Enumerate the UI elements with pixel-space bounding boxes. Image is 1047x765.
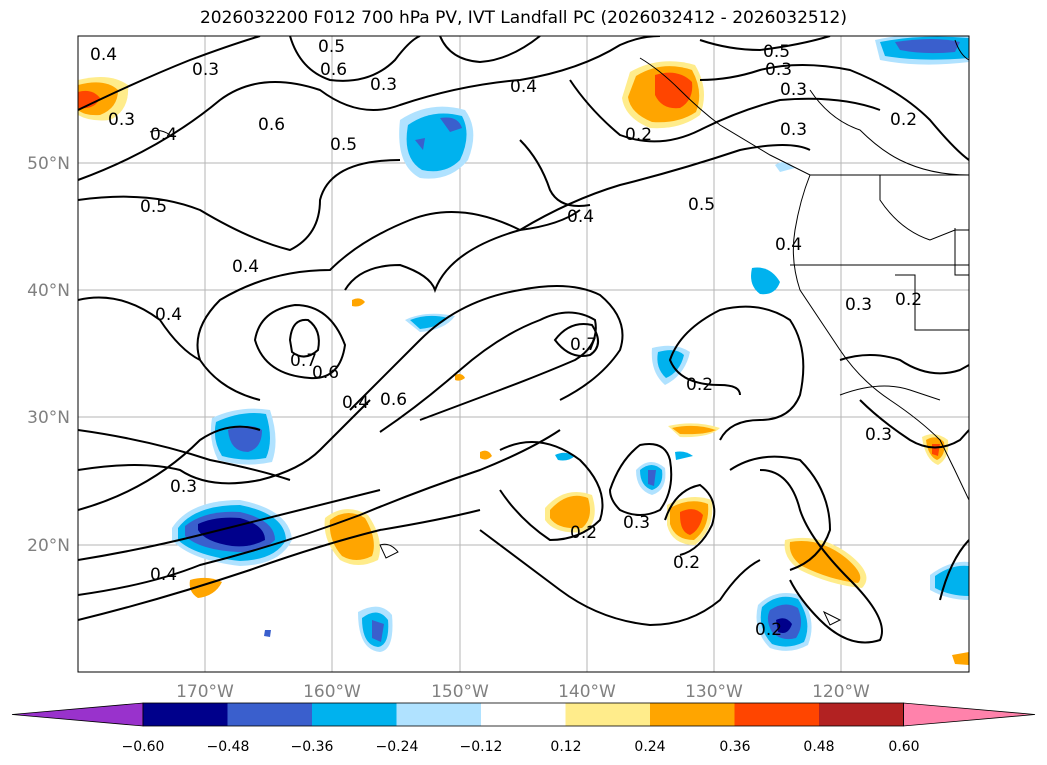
colorbar-swatch xyxy=(481,703,566,726)
contour-label: 0.5 xyxy=(688,195,715,215)
colorbar-extend-high xyxy=(903,702,1036,727)
lat-label-20: 20°N xyxy=(27,536,70,556)
lon-label-120: 120°W xyxy=(812,682,870,702)
contour-label: 0.4 xyxy=(510,77,537,97)
contour-label: 0.5 xyxy=(318,37,345,57)
colorbar-tick: −0.48 xyxy=(207,739,250,755)
colorbar-tick: −0.24 xyxy=(376,739,419,755)
contour-label: 0.3 xyxy=(170,477,197,497)
contour-label: 0.3 xyxy=(370,75,397,95)
coastlines xyxy=(149,39,969,626)
contour-label: 0.4 xyxy=(155,305,182,325)
contour-label: 0.6 xyxy=(312,363,339,383)
contour-label: 0.2 xyxy=(570,523,597,543)
contour-label: 0.3 xyxy=(192,60,219,80)
colorbar-tick: −0.12 xyxy=(460,739,503,755)
pv-contours xyxy=(78,36,969,644)
contour-label: 0.2 xyxy=(673,553,700,573)
contour-label: 0.5 xyxy=(763,42,790,62)
contour-label: 0.2 xyxy=(895,290,922,310)
contour-label: 0.4 xyxy=(342,393,369,413)
colorbar-swatch xyxy=(734,703,820,726)
contour-label: 0.3 xyxy=(623,513,650,533)
colorbar-tick: 0.24 xyxy=(634,739,665,755)
map-title: 2026032200 F012 700 hPa PV, IVT Landfall… xyxy=(199,8,847,28)
contour-label: 0.2 xyxy=(686,375,713,395)
contour-label: 0.4 xyxy=(90,45,117,65)
colorbar-tick: −0.60 xyxy=(122,739,165,755)
colorbar-tick: 0.12 xyxy=(550,739,581,755)
colorbar-tick: 0.60 xyxy=(888,739,919,755)
colorbar-swatch xyxy=(227,703,313,726)
contour-label: 0.6 xyxy=(258,115,285,135)
contour-label: 0.6 xyxy=(380,390,407,410)
contour-label: 0.4 xyxy=(567,207,594,227)
contour-label: 0.7 xyxy=(290,351,317,371)
lon-label-160: 160°W xyxy=(303,682,361,702)
colorbar-ticks: −0.60 −0.48 −0.36 −0.24 −0.12 0.12 0.24 … xyxy=(122,739,920,755)
colorbar-swatch xyxy=(312,703,397,726)
lon-label-170: 170°W xyxy=(176,682,234,702)
colorbar-frame xyxy=(142,702,904,727)
colorbar-swatch xyxy=(143,703,228,726)
contour-label: 0.3 xyxy=(108,110,135,130)
contour-label: 0.6 xyxy=(320,60,347,80)
contour-label: 0.4 xyxy=(232,257,259,277)
contour-label: 0.3 xyxy=(845,295,872,315)
colorbar-swatch xyxy=(396,703,482,726)
colorbar-swatch xyxy=(819,703,904,726)
colorbar-tick: −0.36 xyxy=(291,739,334,755)
contour-label: 0.4 xyxy=(150,565,177,585)
contour-label: 0.3 xyxy=(865,425,892,445)
contour-label: 0.3 xyxy=(765,60,792,80)
lat-labels: 50°N 40°N 30°N 20°N xyxy=(27,154,70,556)
contour-label: 0.7 xyxy=(570,335,597,355)
contour-labels: 0.4 0.3 0.5 0.3 0.6 0.4 0.5 0.4 0.3 0.2 … xyxy=(90,37,922,640)
colorbar-swatch xyxy=(650,703,735,726)
colorbar-tick: 0.48 xyxy=(803,739,834,755)
colorbar-extend-low xyxy=(11,702,144,727)
colorbar: −0.60 −0.48 −0.36 −0.24 −0.12 0.12 0.24 … xyxy=(11,702,1036,755)
lon-label-150: 150°W xyxy=(431,682,489,702)
contour-label: 0.4 xyxy=(775,235,802,255)
contour-label: 0.2 xyxy=(890,110,917,130)
colorbar-tick: 0.36 xyxy=(719,739,750,755)
lat-label-30: 30°N xyxy=(27,408,70,428)
contour-label: 0.3 xyxy=(780,80,807,100)
colorbar-swatch xyxy=(565,703,651,726)
contour-label: 0.5 xyxy=(140,197,167,217)
contour-label: 0.5 xyxy=(330,135,357,155)
lon-label-140: 140°W xyxy=(558,682,616,702)
contour-label: 0.2 xyxy=(625,125,652,145)
lat-label-50: 50°N xyxy=(27,154,70,174)
contour-label: 0.3 xyxy=(780,120,807,140)
lon-labels: 170°W 160°W 150°W 140°W 130°W 120°W xyxy=(176,682,870,702)
colorbar-segments xyxy=(11,702,1036,727)
lat-label-40: 40°N xyxy=(27,281,70,301)
contour-label: 0.4 xyxy=(150,125,177,145)
lon-label-130: 130°W xyxy=(685,682,743,702)
contour-label: 0.2 xyxy=(755,620,782,640)
map-frame xyxy=(77,35,970,673)
